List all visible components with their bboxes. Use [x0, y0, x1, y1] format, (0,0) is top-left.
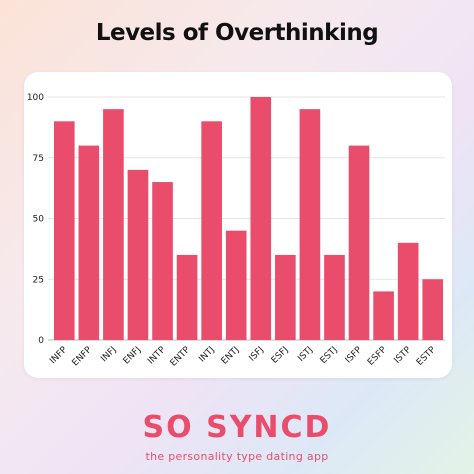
x-tick-label: ISTJ [296, 345, 315, 364]
x-tick-label: ESFJ [270, 345, 291, 366]
x-tick-label: INFP [48, 345, 70, 367]
y-axis: 0 25 50 75 100 [27, 93, 44, 346]
x-tick-label: ISTP [393, 345, 414, 366]
x-tick-label: INTJ [197, 345, 216, 364]
bar-infp [53, 121, 75, 340]
bar-esfp [373, 291, 394, 340]
bar-istj [299, 109, 321, 341]
x-tick-label: ISFJ [247, 345, 266, 364]
x-tick-label: ESFP [366, 345, 389, 368]
x-axis: INFP ENFP INFJ ENFJ INTP ENTP INTJ ENTJ ISFJ ESFJ… [48, 345, 438, 369]
x-tick-label: ENFJ [122, 345, 143, 366]
y-tick-label: 50 [33, 215, 45, 225]
x-tick-label: ISFP [344, 345, 365, 366]
brand-tagline: the personality type dating app [145, 450, 329, 463]
bar-isfj [250, 97, 272, 340]
x-tick-label: ESTJ [319, 345, 340, 366]
bar-istp [397, 242, 419, 340]
bar-enfj [127, 169, 149, 340]
x-tick-label: ENTJ [220, 345, 242, 367]
bar-isfp [348, 145, 370, 340]
y-tick-label: 100 [27, 93, 44, 103]
bar-enfp [78, 145, 100, 340]
bars [53, 97, 444, 341]
bar-intj [201, 121, 222, 340]
x-tick-label: INFJ [99, 345, 118, 364]
bar-estp [422, 279, 444, 340]
bar-infj [103, 109, 124, 341]
y-tick-label: 75 [33, 154, 44, 164]
bar-entp [176, 254, 198, 340]
x-tick-label: ENFP [71, 345, 95, 369]
x-tick-label: ESTP [415, 345, 438, 368]
bar-esfj [275, 254, 296, 340]
x-tick-label: ENTP [169, 345, 193, 369]
brand-name: SO SYNCD [142, 410, 332, 445]
y-tick-label: 0 [38, 336, 44, 346]
bar-entj [225, 230, 247, 340]
chart-title: Levels of Overthinking [95, 20, 379, 46]
bar-intp [152, 182, 173, 340]
bar-estj [324, 254, 345, 340]
x-tick-label: INTP [146, 345, 168, 367]
y-tick-label: 25 [33, 275, 44, 285]
